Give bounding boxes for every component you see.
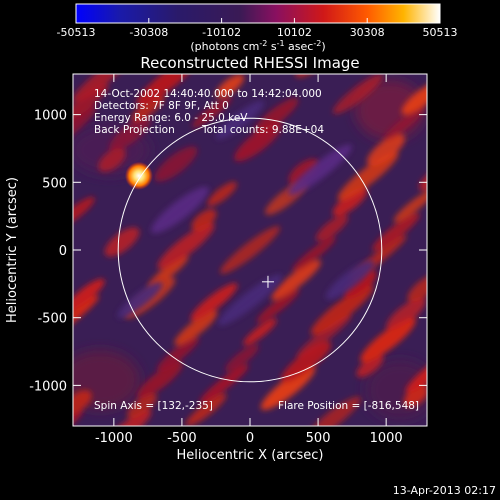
y-tick-label: -1000	[29, 379, 67, 394]
colorbar-tick-label: 30308	[350, 26, 385, 39]
fringe-blob	[333, 74, 383, 114]
fringe-blob	[73, 278, 105, 310]
x-tick-label: 500	[306, 431, 331, 446]
spin-axis-label: Spin Axis = [132,-235]	[94, 400, 213, 412]
fringe-blob	[137, 361, 183, 399]
center-cross	[261, 275, 274, 288]
time-range-label: 14-Oct-2002 14:40:40.000 to 14:42:04.000	[94, 88, 322, 100]
y-tick-label: 0	[59, 244, 67, 259]
fringe-blob	[403, 385, 427, 407]
fringe-blob	[332, 187, 368, 217]
colorbar-tick-label: -30308	[129, 26, 168, 39]
y-tick-label: 500	[42, 176, 67, 191]
fringe-blob	[386, 297, 426, 331]
total-counts-label: Total counts: 9.88E+04	[201, 124, 324, 136]
colorbar-ticks: -50513 -30308 -10102 10102 30308 50513	[57, 18, 458, 39]
fringe-blob	[343, 270, 377, 298]
fringe-blob	[131, 94, 165, 122]
fringe-blob	[310, 285, 374, 335]
fringe-blob	[292, 236, 336, 272]
fringe-blob	[154, 146, 198, 182]
colorbar-tick-label: 10102	[277, 26, 312, 39]
fringe-blob	[383, 107, 425, 141]
fringe-blob	[405, 347, 427, 393]
fringe-blob	[104, 227, 140, 257]
fringe-blob	[393, 189, 427, 223]
x-tick-label: 1000	[370, 431, 403, 446]
fringe-blob	[253, 97, 299, 135]
x-tick-label: -500	[167, 431, 197, 446]
fringe-blob	[256, 289, 300, 323]
fringe-blob	[191, 209, 217, 231]
fringe-blob	[260, 366, 316, 410]
fringe-blob	[174, 310, 218, 346]
colorbar-tick-label: -50513	[57, 26, 96, 39]
fringe-blob	[199, 364, 249, 404]
fringe-blob	[280, 341, 332, 383]
fringe-blob	[73, 409, 83, 426]
chart-title: Reconstructed RHESSI Image	[140, 54, 359, 72]
colorbar	[75, 3, 441, 24]
fringe-blob	[271, 260, 321, 300]
fringe-blob	[73, 74, 132, 102]
fringe-blob	[109, 116, 151, 152]
flare-position-label: Flare Position = [-816,548]	[278, 400, 419, 412]
fringe-blob	[243, 318, 277, 346]
colorbar-tick-label: -10102	[202, 26, 241, 39]
fringe-blob	[315, 214, 349, 242]
y-axis-label: Heliocentric Y (arcsec)	[5, 177, 20, 323]
fringe-blob	[288, 158, 320, 186]
x-tick-label: -1000	[95, 431, 133, 446]
y-tick-label: 1000	[34, 109, 67, 124]
fringe-blob	[234, 122, 282, 162]
fringe-blob	[73, 84, 109, 124]
fringe-blob	[73, 196, 95, 228]
fringe-blob	[96, 410, 152, 426]
fringe-blob	[401, 81, 427, 115]
timestamp: 13-Apr-2013 02:17	[393, 484, 496, 497]
fringe-blob	[136, 74, 196, 106]
fringe-blob	[367, 134, 405, 166]
fringe-blob	[296, 314, 352, 358]
fringe-blob	[225, 344, 259, 372]
fringe-blob	[192, 96, 232, 128]
fringe-blob	[73, 295, 100, 345]
energy-range-label: Energy Range: 6.0 - 25.0 keV	[94, 112, 248, 124]
fringe-blob	[356, 354, 384, 378]
fringe-blob	[372, 212, 420, 252]
x-axis-label: Heliocentric X (arcsec)	[177, 448, 324, 463]
x-tick-label: 0	[246, 431, 254, 446]
fringe-blob	[207, 181, 237, 207]
fringe-blob	[98, 148, 126, 172]
fringe-blob	[215, 74, 245, 98]
fringe-blob	[73, 390, 92, 414]
colorbar-tick-label: 50513	[423, 26, 458, 39]
fringe-blob	[73, 105, 97, 155]
detectors-label: Detectors: 7F 8F 9F, Att 0	[94, 100, 229, 112]
solar-limb	[117, 117, 383, 383]
y-tick-label: -500	[37, 312, 67, 327]
background-blotches	[73, 80, 427, 420]
fringe-blob	[185, 393, 227, 426]
fringe-blob	[419, 169, 427, 191]
fringe-blob	[190, 283, 238, 321]
interference-fringes	[73, 74, 427, 426]
fringe-blob	[407, 274, 427, 302]
axis-ticks: -1000 -500 0 500 1000 -1000 -500 0 500 1000	[29, 74, 427, 446]
fringe-blob	[220, 226, 280, 274]
colorbar-unit: (photons cm-2 s-1 asec-2)	[190, 39, 325, 53]
fringe-blob	[360, 317, 416, 363]
fringe-blob	[157, 337, 199, 371]
fringe-blob	[307, 396, 361, 426]
fringe-blob	[337, 151, 399, 201]
method-label: Back Projection	[94, 124, 175, 136]
dark-fringes	[117, 100, 375, 326]
fringe-blob	[147, 255, 189, 289]
fringe-blob	[157, 223, 215, 269]
fringe-blob	[127, 393, 157, 419]
